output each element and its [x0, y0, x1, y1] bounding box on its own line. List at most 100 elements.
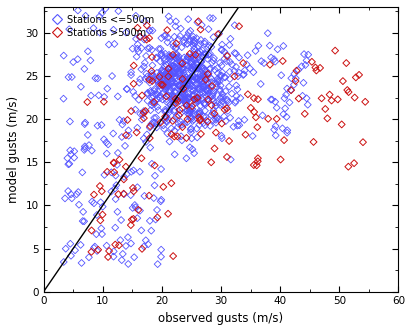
Point — [217, 96, 224, 101]
Point — [199, 66, 205, 71]
Point — [179, 95, 185, 100]
Point — [219, 42, 225, 47]
Point — [204, 119, 211, 124]
Point — [353, 75, 359, 80]
Point — [298, 64, 305, 69]
Point — [132, 107, 138, 112]
Point — [139, 246, 145, 251]
Point — [168, 53, 174, 58]
Point — [198, 77, 204, 82]
Point — [235, 74, 241, 79]
Point — [171, 63, 177, 69]
Point — [204, 96, 211, 102]
Point — [194, 20, 201, 25]
Point — [233, 51, 239, 56]
Point — [194, 77, 200, 82]
Point — [183, 99, 190, 104]
Point — [152, 98, 159, 103]
Point — [120, 119, 127, 124]
Point — [199, 23, 205, 28]
Point — [143, 53, 150, 59]
Point — [121, 192, 127, 197]
Point — [215, 78, 221, 83]
Point — [234, 87, 241, 92]
Point — [192, 56, 198, 62]
Point — [140, 64, 147, 69]
Point — [205, 97, 211, 102]
Point — [201, 39, 208, 44]
Point — [183, 156, 190, 161]
Point — [254, 124, 261, 130]
Point — [191, 85, 198, 91]
Point — [142, 76, 149, 81]
Point — [302, 111, 308, 117]
Point — [156, 46, 162, 52]
Point — [189, 104, 195, 109]
Point — [164, 28, 171, 33]
Point — [183, 101, 189, 106]
Point — [170, 69, 177, 75]
Point — [94, 248, 101, 254]
Point — [214, 79, 221, 84]
Point — [177, 67, 184, 73]
Point — [187, 95, 194, 101]
Point — [170, 253, 176, 259]
Point — [335, 97, 341, 102]
Point — [259, 113, 266, 118]
Point — [173, 56, 179, 61]
Point — [194, 111, 201, 116]
Point — [166, 70, 172, 75]
Point — [77, 242, 84, 248]
Point — [166, 65, 173, 70]
Y-axis label: model gusts (m/s): model gusts (m/s) — [7, 96, 20, 203]
Point — [197, 58, 204, 63]
Point — [293, 68, 300, 73]
Point — [163, 70, 169, 76]
Point — [227, 36, 234, 42]
Point — [362, 99, 368, 105]
Point — [148, 122, 154, 127]
Point — [244, 52, 251, 58]
Point — [194, 94, 201, 100]
Point — [112, 186, 118, 191]
Point — [76, 202, 82, 208]
Point — [61, 53, 67, 58]
Point — [199, 65, 206, 70]
Point — [123, 30, 129, 35]
Point — [194, 98, 201, 103]
Point — [186, 112, 192, 117]
Point — [209, 93, 216, 99]
Point — [210, 35, 217, 40]
Point — [161, 55, 167, 61]
Point — [197, 37, 204, 42]
Point — [203, 87, 210, 92]
Point — [229, 91, 235, 96]
Point — [351, 160, 357, 166]
Point — [215, 115, 221, 121]
Point — [143, 71, 150, 76]
Point — [198, 59, 205, 64]
Point — [175, 56, 181, 62]
Point — [186, 39, 193, 44]
Point — [164, 72, 171, 77]
Point — [182, 86, 189, 91]
Point — [165, 14, 172, 19]
Point — [339, 78, 346, 84]
Point — [240, 72, 246, 78]
Point — [149, 47, 155, 52]
Point — [154, 92, 161, 97]
Point — [236, 24, 242, 29]
Point — [261, 60, 267, 66]
Point — [176, 95, 183, 100]
Point — [168, 58, 175, 63]
Point — [166, 139, 173, 144]
Point — [181, 121, 187, 126]
Point — [184, 96, 190, 101]
Point — [141, 37, 147, 42]
Point — [215, 117, 222, 122]
Point — [150, 120, 156, 125]
Point — [171, 83, 178, 89]
Point — [148, 228, 154, 233]
Point — [164, 99, 170, 105]
Point — [183, 103, 190, 108]
